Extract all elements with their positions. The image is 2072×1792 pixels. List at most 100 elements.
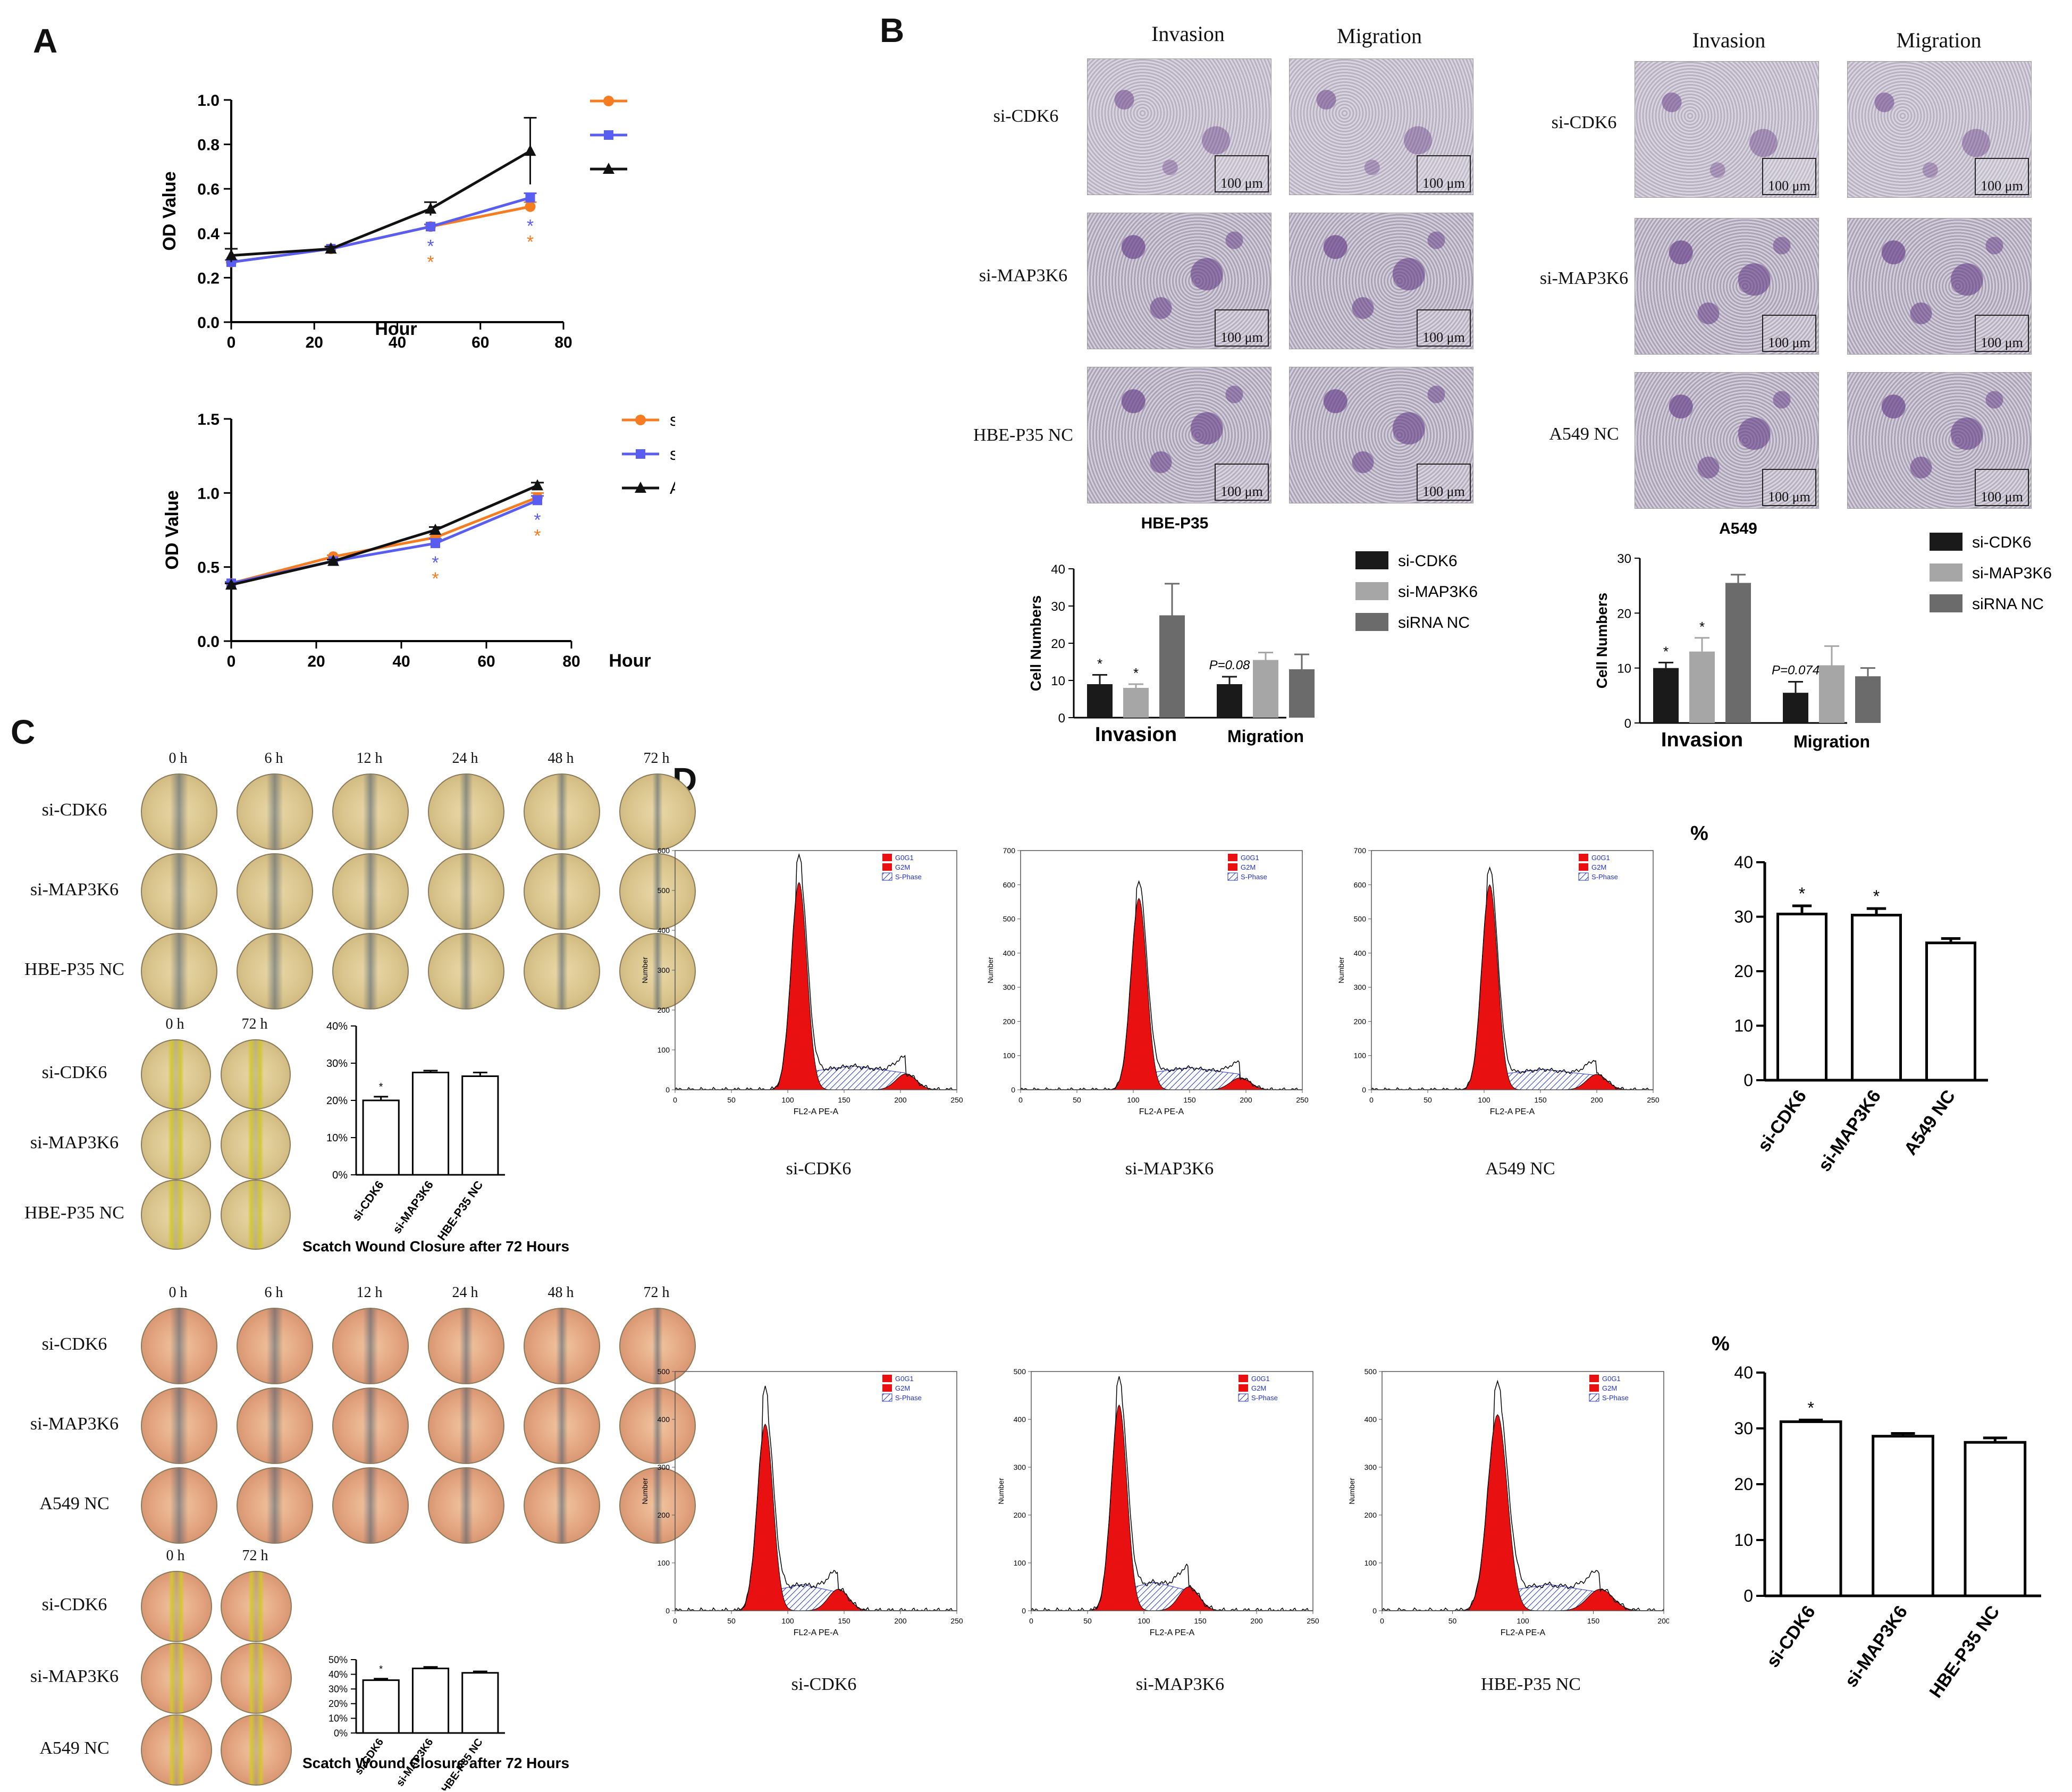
- x-tick-label: 150: [1194, 1617, 1207, 1625]
- scratch-line: [556, 1309, 568, 1383]
- scale-bar: 100 μm: [1215, 309, 1269, 347]
- d-top-label-3: A549 NC: [1485, 1159, 1555, 1179]
- wound-dish: [141, 1308, 217, 1384]
- y-tick-label: 100: [1014, 1559, 1026, 1567]
- legend-swatch: [1228, 854, 1237, 861]
- y-tick-label: 300: [658, 966, 670, 974]
- series-line: [231, 196, 531, 264]
- legend-label: G2M: [1591, 863, 1606, 871]
- bar: [1653, 668, 1679, 723]
- y-axis-label: OD Value: [162, 490, 182, 569]
- y-tick-label: 0.2: [197, 270, 220, 287]
- scratch-line: [170, 854, 188, 929]
- data-point: [532, 479, 543, 491]
- wound-dish: [141, 773, 217, 850]
- y-tick-label: 0.5: [197, 559, 220, 577]
- panel-letter-c: C: [11, 713, 36, 751]
- data-point: [525, 192, 535, 203]
- time-label: 0 h: [165, 1016, 184, 1032]
- scratch-line: [170, 1389, 188, 1463]
- wound-dish: [141, 1387, 217, 1464]
- y-tick-label: 0: [1362, 1086, 1366, 1094]
- scratch-line: [248, 1715, 264, 1785]
- y-tick-label: 20: [1734, 1475, 1753, 1494]
- wound-dish: [237, 1387, 313, 1464]
- legend-label: G0G1: [1591, 854, 1610, 862]
- x-axis-label: FL2-A PE-A: [1501, 1628, 1546, 1637]
- y-tick-label: 50%: [329, 1654, 348, 1665]
- wound-dish: [237, 1467, 313, 1544]
- wound-dish: [428, 773, 504, 850]
- s-phase-area: [675, 1584, 957, 1611]
- wound-dish: [141, 853, 217, 930]
- scratch-line: [168, 1040, 184, 1108]
- significance-star: *: [432, 553, 439, 573]
- x-tick-label: 0: [1369, 1096, 1374, 1104]
- bar: [1776, 912, 1827, 1082]
- y-tick-label: 100: [1365, 1559, 1377, 1567]
- wound-dish: [221, 1571, 292, 1642]
- y-tick-label: 300: [1354, 983, 1367, 991]
- time-label: 12 h: [356, 750, 383, 767]
- y-tick-label: 10: [1617, 662, 1631, 676]
- legend-marker: [604, 130, 613, 140]
- plot-frame: [1382, 1371, 1664, 1611]
- bar: [1725, 583, 1751, 723]
- legend-swatch: [1227, 872, 1238, 881]
- data-point: [426, 222, 435, 232]
- y-tick-label: 30: [1734, 1419, 1753, 1438]
- y-tick-label: 400: [1365, 1415, 1377, 1424]
- series-line: [231, 496, 538, 585]
- y-tick-label: 40: [1734, 853, 1753, 872]
- x-axis-label: FL2-A PE-A: [1139, 1107, 1184, 1116]
- wound-dish: [221, 1643, 292, 1714]
- significance-star: *: [1799, 884, 1805, 903]
- legend-swatch: [1579, 854, 1588, 861]
- y-tick-label: 20: [1734, 962, 1753, 981]
- micrograph-left-invasion-1: 100 μm: [1087, 58, 1271, 195]
- y-tick-label: 500: [1365, 1367, 1377, 1376]
- micrograph-left-invasion-3: 100 μm: [1087, 367, 1271, 503]
- bar: [362, 1679, 400, 1734]
- wound-dish: [141, 1571, 212, 1642]
- legend-marker: [636, 449, 645, 459]
- x-tick-label: 250: [950, 1617, 963, 1625]
- panel-letter-a: A: [33, 22, 58, 60]
- wound-dish: [524, 853, 600, 930]
- x-axis-label: FL2-A PE-A: [1150, 1628, 1195, 1637]
- plot-frame: [675, 850, 957, 1090]
- significance-star: *: [527, 216, 534, 237]
- wound-dish: [332, 773, 409, 850]
- scratch-line: [169, 1644, 184, 1713]
- scratch-line: [363, 775, 378, 849]
- x-tick-label: 100: [1517, 1617, 1529, 1625]
- row-label: si-MAP3K6: [30, 1414, 119, 1434]
- micrograph-left-invasion-2: 100 μm: [1087, 213, 1271, 349]
- scratch-line: [266, 854, 283, 929]
- scratch-line: [169, 1572, 184, 1641]
- wound-dish: [237, 853, 313, 930]
- scratch-line: [363, 1389, 378, 1463]
- y-tick-label: 0: [1372, 1606, 1377, 1615]
- x-tick-label: 200: [1240, 1096, 1252, 1104]
- legend-label: si-MAP3K6: [670, 444, 675, 464]
- y-tick-label: 10%: [329, 1713, 348, 1724]
- x-axis-label: Hour: [375, 319, 417, 339]
- scratch-line: [363, 934, 378, 1008]
- bar: [1872, 1435, 1934, 1597]
- significance-star: *: [1663, 643, 1669, 659]
- legend-swatch: [882, 872, 892, 881]
- legend-swatch: [1238, 1393, 1249, 1402]
- category-label: si-CDK6: [1763, 1602, 1820, 1671]
- b-right-row-1: si-CDK6: [1551, 113, 1617, 132]
- y-axis-label: Number: [641, 957, 649, 983]
- row-label: si-MAP3K6: [30, 1133, 119, 1152]
- y-tick-label: 0: [1743, 1586, 1753, 1605]
- y-tick-label: 100: [1003, 1051, 1016, 1060]
- scale-bar: 100 μm: [1215, 464, 1269, 501]
- y-tick-label: 0%: [332, 1170, 348, 1181]
- row-label: si-CDK6: [41, 800, 107, 820]
- y-tick-label: 600: [1003, 880, 1016, 889]
- wound-dish: [141, 1039, 211, 1109]
- wound-dish: [428, 1387, 504, 1464]
